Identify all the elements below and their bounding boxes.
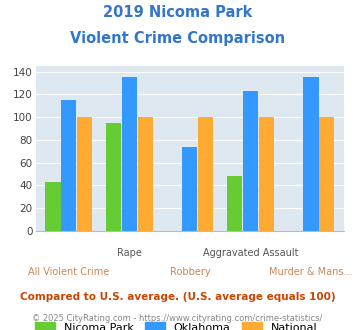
Bar xyxy=(243,91,258,231)
Bar xyxy=(182,147,197,231)
Legend: Nicoma Park, Oklahoma, National: Nicoma Park, Oklahoma, National xyxy=(35,322,317,330)
Text: Rape: Rape xyxy=(117,248,142,257)
Text: Compared to U.S. average. (U.S. average equals 100): Compared to U.S. average. (U.S. average … xyxy=(20,292,335,302)
Text: © 2025 CityRating.com - https://www.cityrating.com/crime-statistics/: © 2025 CityRating.com - https://www.city… xyxy=(32,314,323,323)
Text: Aggravated Assault: Aggravated Assault xyxy=(203,248,298,257)
Bar xyxy=(122,77,137,231)
Text: 2019 Nicoma Park: 2019 Nicoma Park xyxy=(103,5,252,20)
Bar xyxy=(227,176,242,231)
Bar xyxy=(259,117,274,231)
Text: Violent Crime Comparison: Violent Crime Comparison xyxy=(70,31,285,46)
Text: Murder & Mans...: Murder & Mans... xyxy=(269,267,353,277)
Bar xyxy=(304,77,319,231)
Bar xyxy=(106,123,121,231)
Text: Robbery: Robbery xyxy=(170,267,210,277)
Bar xyxy=(198,117,213,231)
Bar xyxy=(45,182,61,231)
Bar xyxy=(77,117,92,231)
Bar xyxy=(319,117,334,231)
Text: All Violent Crime: All Violent Crime xyxy=(28,267,109,277)
Bar xyxy=(61,100,76,231)
Bar xyxy=(137,117,153,231)
